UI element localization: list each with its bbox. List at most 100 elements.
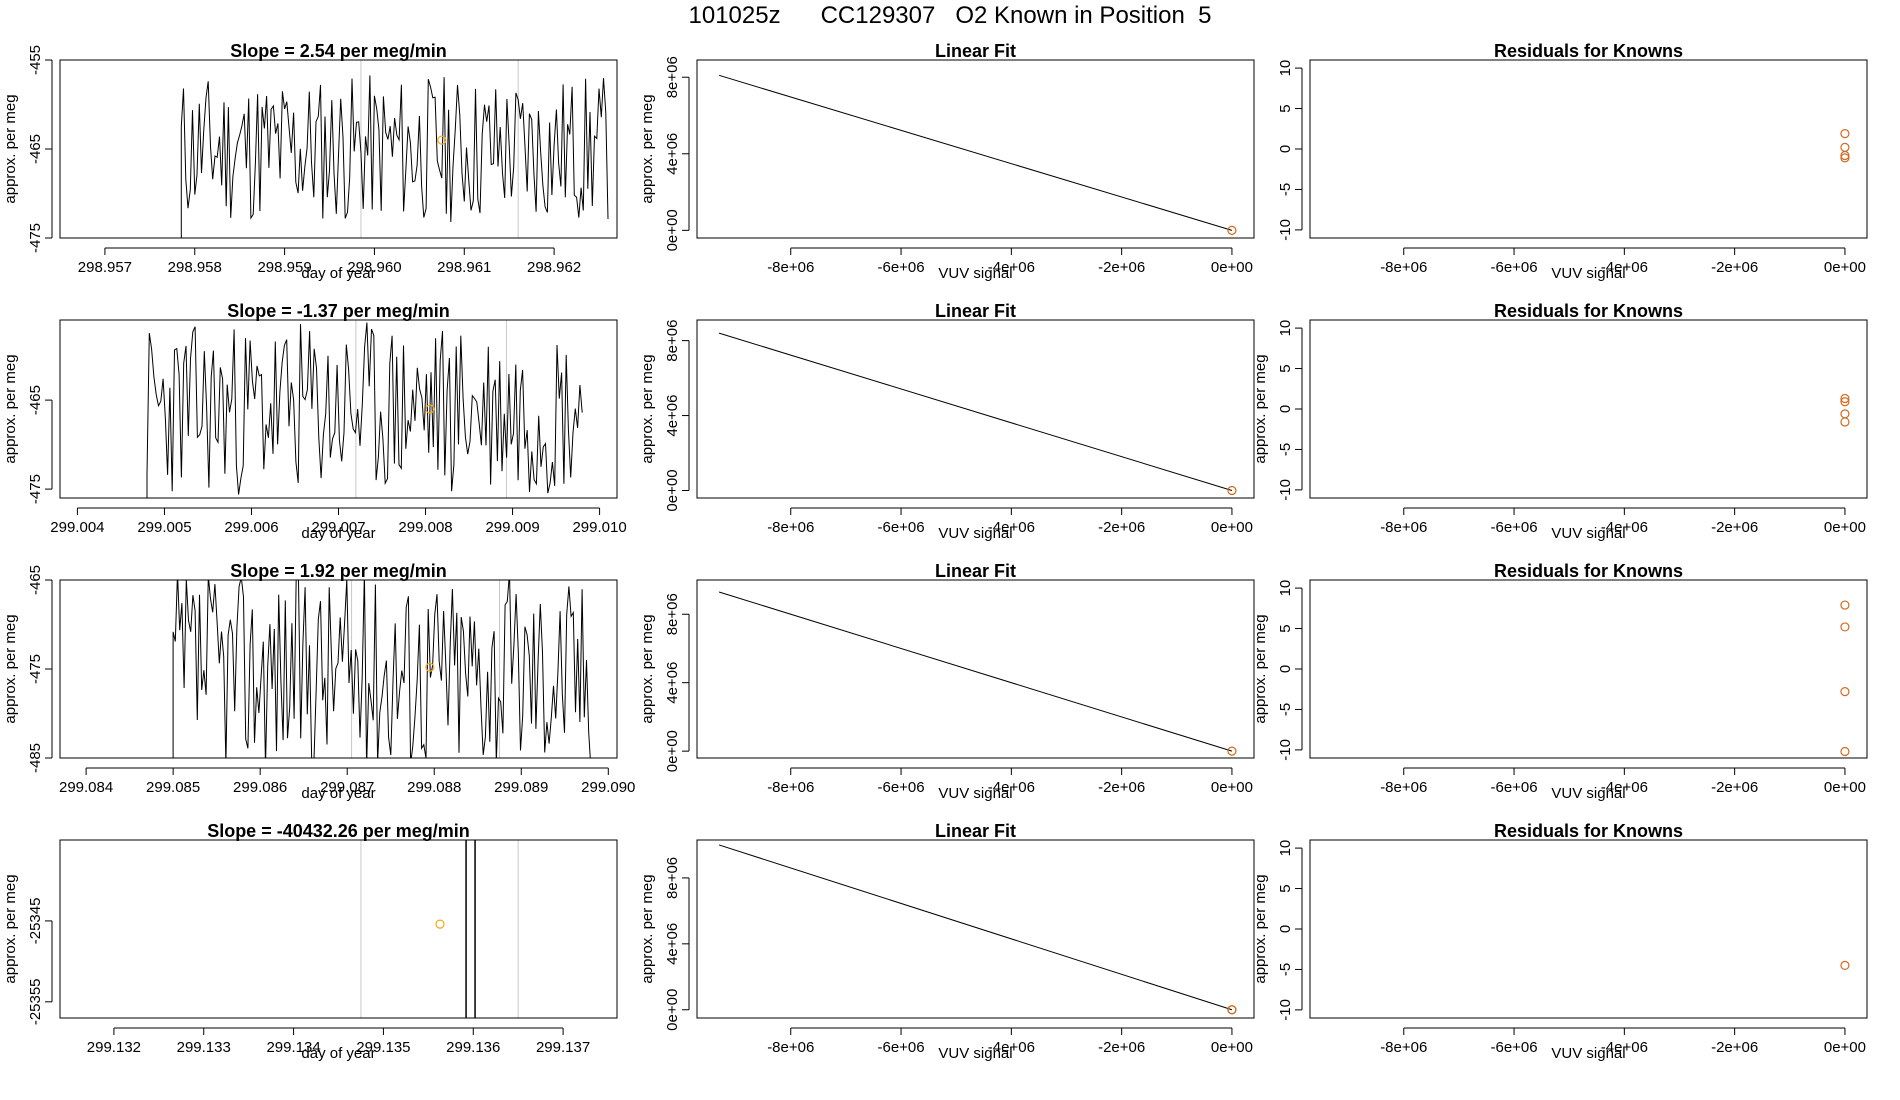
y-tick-label: 10: [1277, 580, 1294, 597]
residual-point: [1840, 622, 1850, 632]
x-axis-label: day of year: [301, 525, 375, 542]
y-tick-label: 5: [1277, 884, 1294, 892]
plot-frame: [696, 319, 1255, 499]
plot-frame: [696, 839, 1255, 1019]
plot-frame: [1309, 319, 1868, 499]
x-tick-label: -4e+06: [988, 519, 1035, 536]
y-tick-label: 5: [1277, 364, 1294, 372]
residual-point: [1840, 150, 1850, 161]
x-axis-label: VUV signal: [1551, 525, 1625, 542]
x-tick-label: 0e+00: [1824, 1039, 1866, 1056]
x-tick-label: 299.137: [536, 1039, 590, 1056]
y-axis-label: approx. per meg: [639, 354, 656, 463]
y-tick-label: 10: [1277, 840, 1294, 857]
y-axis-label: approx. per meg: [639, 614, 656, 723]
y-axis-label: approx. per meg: [2, 354, 19, 463]
y-axis-label: approx. per meg: [1252, 614, 1269, 723]
panel-title: Linear Fit: [935, 301, 1016, 321]
plot-frame: [59, 579, 618, 759]
y-tick-label: -485: [27, 743, 44, 773]
x-axis-label: day of year: [301, 1045, 375, 1062]
x-tick-label: -2e+06: [1098, 519, 1145, 536]
x-tick-label: 299.134: [266, 1039, 320, 1056]
x-tick-label: 0e+00: [1211, 1039, 1253, 1056]
x-tick-label: 0e+00: [1211, 259, 1253, 276]
x-tick-label: 299.133: [177, 1039, 231, 1056]
panel-title: Slope = -40432.26 per meg/min: [207, 821, 470, 841]
y-tick-label: -25355: [27, 978, 44, 1025]
x-tick-label: -8e+06: [767, 779, 814, 796]
y-tick-label: 8e+06: [664, 593, 681, 635]
x-tick-label: 299.087: [320, 779, 374, 796]
fit-point: [1227, 225, 1237, 235]
plot-frame: [1309, 839, 1868, 1019]
y-tick-label: 4e+06: [664, 133, 681, 175]
plot-area: [172, 580, 591, 758]
panel-residuals-2: Residuals for Knowns -8e+06 -6e+06 -4e+06 -2…: [1252, 561, 1868, 802]
residual-point: [1840, 600, 1850, 610]
panel-linear_fit-0: Linear Fit -8e+06 -6e+06 -4e+06 -2e+06 0e+00 V…: [639, 41, 1255, 282]
x-axis-label: day of year: [301, 785, 375, 802]
y-tick-label: 5: [1277, 104, 1294, 112]
x-tick-label: 299.089: [494, 779, 548, 796]
x-tick-label: 299.090: [581, 779, 635, 796]
x-tick-label: -6e+06: [1490, 1039, 1537, 1056]
plot-area: [1840, 129, 1850, 163]
x-tick-label: 299.006: [224, 519, 278, 536]
x-axis-label: VUV signal: [938, 1045, 1012, 1062]
fit-point: [1227, 485, 1237, 496]
x-tick-label: 299.008: [398, 519, 452, 536]
y-tick-label: -475: [27, 654, 44, 684]
residual-point: [1840, 393, 1850, 404]
y-tick-label: 0: [1277, 145, 1294, 153]
data-series-line: [180, 75, 609, 238]
plot-frame: [696, 59, 1255, 239]
y-tick-label: -10: [1277, 479, 1294, 501]
y-axis-label: approx. per meg: [2, 874, 19, 983]
x-tick-label: -4e+06: [1601, 779, 1648, 796]
x-tick-label: 298.958: [168, 259, 222, 276]
panel-title: Linear Fit: [935, 821, 1016, 841]
y-tick-label: -465: [27, 565, 44, 595]
plot-area: [360, 840, 519, 1018]
y-axis-label: approx. per meg: [639, 94, 656, 203]
x-tick-label: -2e+06: [1711, 519, 1758, 536]
x-tick-label: -2e+06: [1098, 259, 1145, 276]
plot-area: [1840, 600, 1850, 757]
x-tick-label: 299.010: [572, 519, 626, 536]
plot-frame: [1309, 579, 1868, 759]
x-tick-label: 0e+00: [1824, 259, 1866, 276]
x-tick-label: -8e+06: [1380, 779, 1427, 796]
y-axis-label: approx. per meg: [2, 94, 19, 203]
x-tick-label: -6e+06: [877, 1039, 924, 1056]
x-axis-label: VUV signal: [1551, 785, 1625, 802]
y-tick-label: 4e+06: [664, 923, 681, 965]
marker-point: [425, 404, 435, 414]
x-tick-label: 299.004: [50, 519, 104, 536]
x-tick-label: -6e+06: [877, 519, 924, 536]
plot-area: [180, 60, 609, 238]
panel-residuals-3: Residuals for Knowns -8e+06 -6e+06 -4e+06 -2…: [1252, 821, 1868, 1062]
x-tick-label: 298.961: [437, 259, 491, 276]
x-tick-label: 0e+00: [1211, 519, 1253, 536]
x-tick-label: 299.005: [137, 519, 191, 536]
x-tick-label: 0e+00: [1211, 779, 1253, 796]
y-tick-label: 0e+00: [664, 989, 681, 1031]
panel-title: Slope = 2.54 per meg/min: [230, 41, 447, 61]
x-tick-label: 298.957: [78, 259, 132, 276]
marker-point: [437, 135, 447, 145]
x-tick-label: 299.088: [407, 779, 461, 796]
y-tick-label: -465: [27, 385, 44, 415]
residual-point: [1840, 153, 1850, 163]
x-axis-label: VUV signal: [1551, 1045, 1625, 1062]
y-tick-label: 0e+00: [664, 730, 681, 772]
panel-title: Residuals for Knowns: [1494, 41, 1683, 61]
x-tick-label: -8e+06: [1380, 519, 1427, 536]
y-tick-label: -5: [1277, 703, 1294, 716]
panel-linear_fit-2: Linear Fit -8e+06 -6e+06 -4e+06 -2e+06 0e+00 V…: [639, 561, 1255, 802]
x-tick-label: -2e+06: [1711, 259, 1758, 276]
x-tick-label: -4e+06: [988, 259, 1035, 276]
x-tick-label: 299.009: [485, 519, 539, 536]
x-axis-label: day of year: [301, 265, 375, 282]
